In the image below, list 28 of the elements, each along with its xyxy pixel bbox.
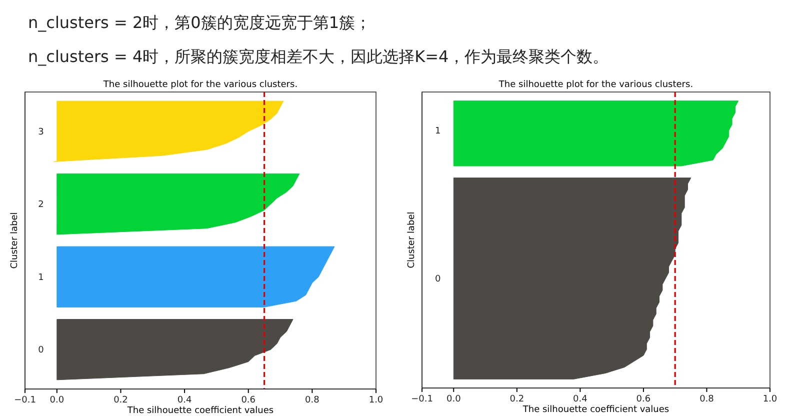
x-tick-label: 0.2 [510,394,524,404]
y-tick-label: 0 [38,345,44,356]
x-tick-label: 0.0 [50,395,64,406]
x-tick-label: 0.2 [114,395,128,406]
y-tick-label: 0 [434,274,441,284]
x-tick-label: −0.1 [411,394,433,404]
chart-title: The silhouette plot for the various clusters. [498,80,694,90]
x-axis-title: The silhouette coefficient values [522,405,670,415]
x-tick-label: 0.6 [636,394,651,404]
y-tick-label: 2 [38,200,44,210]
y-tick-label: 1 [38,272,44,283]
x-axis-title: The silhouette coefficient values [126,406,274,416]
y-axis-title: Cluster label [10,212,20,269]
y-axis-title: Cluster label [407,212,417,268]
x-tick-label: 0.6 [241,395,256,406]
y-tick-label: 1 [434,126,441,136]
y-tick-label: 3 [38,127,44,138]
x-tick-label: −0.1 [14,395,36,406]
x-tick-label: 0.4 [177,395,192,406]
text: n_clusters = 4时，所聚的簇宽度相差不大，因此选择K=4，作为最终聚类个数。 [28,47,609,66]
x-tick-label: 0.4 [573,394,588,404]
chart-title: The silhouette plot for the various clusters. [102,80,298,90]
x-tick-label: 0.8 [700,394,714,404]
x-tick-label: 1.0 [368,395,384,406]
text: n_clusters = 2时，第0簇的宽度远宽于第1簇； [28,13,372,32]
x-tick-label: 0.0 [446,394,462,404]
x-tick-label: 0.8 [305,395,320,406]
x-tick-label: 1.0 [762,394,778,404]
